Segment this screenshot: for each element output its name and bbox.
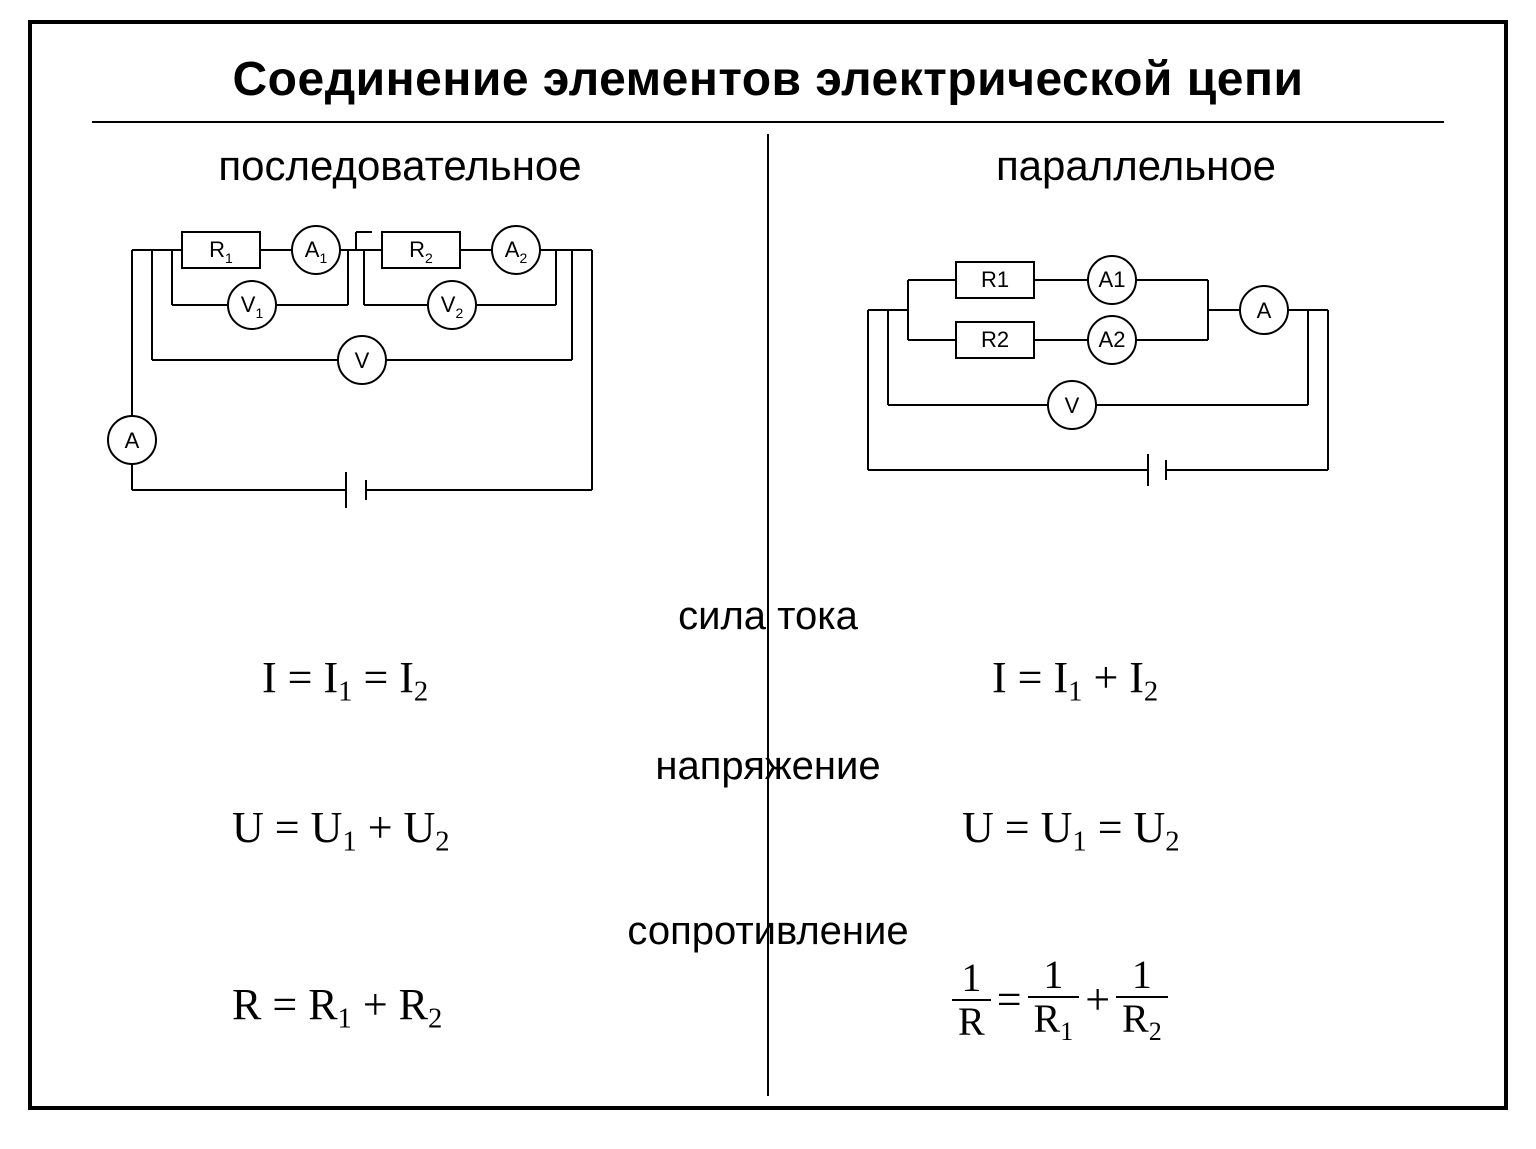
parallel-heading: параллельное [768,142,1504,190]
page-title: Соединение элементов электрической цепи [32,52,1504,107]
series-V-label: V [355,348,370,373]
parallel-A-label: A [1257,298,1272,323]
columns-container: последовательное [32,134,1504,1106]
parallel-resistance-formula: 1R = 1R1 + 1R2 [952,954,1168,1045]
series-voltage-formula: U = U1 + U2 [232,802,450,859]
parallel-current-formula: I = I1 + I2 [992,652,1158,709]
series-column: последовательное [32,134,768,1106]
series-heading: последовательное [32,142,768,190]
series-current-formula: I = I1 = I2 [262,652,428,709]
parallel-voltage-formula: U = U1 = U2 [962,802,1180,859]
parallel-A2-label: A2 [1099,327,1126,352]
parallel-V-label: V [1065,393,1080,418]
parallel-circuit-diagram: R1 A1 R2 A2 A V [768,210,1408,510]
series-resistance-formula: R = R1 + R2 [232,979,442,1036]
parallel-A1-label: A1 [1099,267,1126,292]
series-circuit-diagram: R1 A1 R2 A2 V1 V2 V A [32,210,672,510]
series-A-label: A [125,428,140,453]
parallel-R2-label: R2 [981,327,1009,352]
page-frame: Соединение элементов электрической цепи … [28,20,1508,1110]
title-underline [92,121,1444,123]
parallel-R1-label: R1 [981,267,1009,292]
